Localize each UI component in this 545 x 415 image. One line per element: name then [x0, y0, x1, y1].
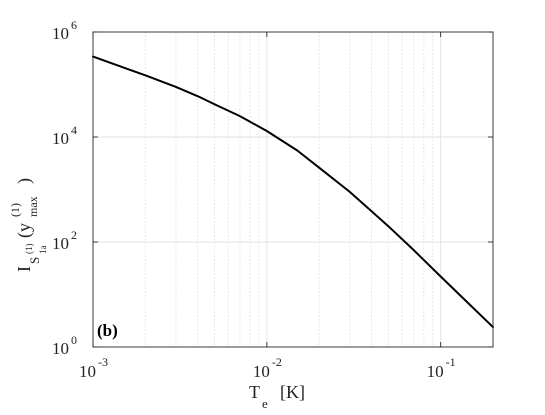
- x-tick-label-exponent: -2: [272, 355, 282, 369]
- panel-label: (b): [97, 321, 118, 340]
- grid-lines: [93, 32, 493, 347]
- plot-area: [92, 55, 494, 329]
- y-tick-label-exponent: 2: [71, 228, 77, 242]
- x-tick-label-base: 10: [427, 362, 444, 381]
- y-tick-label-exponent: 4: [71, 123, 77, 137]
- x-tick-label-base: 10: [79, 362, 96, 381]
- y-tick-label-base: 10: [52, 234, 69, 253]
- x-tick-label-exponent: -1: [446, 355, 456, 369]
- x-tick-label: 10 -1: [427, 355, 456, 381]
- y-axis-label: IS (1) 1a(y (1) max): [8, 178, 48, 272]
- axis-labels: 10 -3 10 -2 10 -110 010 210 410 6Te[K]IS(1) 1a(y(1…: [8, 18, 456, 411]
- x-tick-label-exponent: -3: [98, 355, 108, 369]
- x-axis-label: Te [K]: [249, 382, 305, 411]
- y-tick-label-base: 10: [52, 129, 69, 148]
- y-tick-label: 10 4: [52, 123, 77, 148]
- y-tick-label: 10 6: [52, 18, 77, 43]
- y-tick-label-base: 10: [52, 24, 69, 43]
- y-axis-label-argument-subscript: max: [26, 196, 40, 217]
- y-axis-label-sub-superscript: (1): [24, 244, 34, 255]
- y-tick-label-exponent: 0: [71, 333, 77, 347]
- x-axis-label-main: T: [249, 382, 260, 402]
- x-axis-label-subscript: e: [262, 396, 268, 411]
- y-axis-label-sub-subscript: 1a: [38, 246, 48, 255]
- y-axis-label-argument-close: ): [14, 178, 35, 184]
- x-tick-label: 10 -2: [253, 355, 282, 381]
- axes: [92, 31, 494, 348]
- y-axis-label-argument-superscript: (1): [8, 203, 22, 217]
- x-tick-label: 10 -3: [79, 355, 108, 381]
- x-axis-label-unit: [K]: [280, 382, 305, 402]
- y-tick-label: 10 0: [52, 333, 77, 358]
- y-axis-label-main: I: [14, 266, 34, 272]
- y-tick-label-exponent: 6: [71, 18, 77, 32]
- y-axis-label-sub: S: [27, 257, 42, 264]
- y-axis-label-argument-open: (y: [14, 223, 35, 238]
- series-line-0: [92, 55, 494, 329]
- y-tick-label: 10 2: [52, 228, 77, 253]
- y-tick-label-base: 10: [52, 339, 69, 358]
- axes-box: [92, 31, 494, 348]
- x-tick-label-base: 10: [253, 362, 270, 381]
